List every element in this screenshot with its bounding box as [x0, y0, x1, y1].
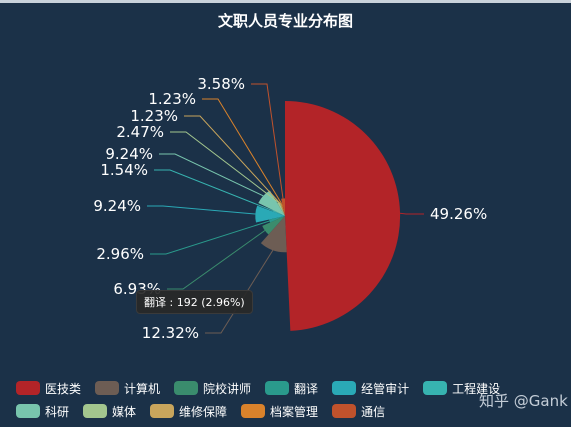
legend-swatch: [174, 381, 199, 395]
legend-item-6[interactable]: 科研: [16, 402, 69, 420]
label-line-7: [170, 131, 279, 203]
slice-label-0: 49.26%: [430, 205, 487, 223]
rose-pie-chart: 49.26%12.32%6.93%2.96%9.24%1.54%9.24%2.4…: [93, 75, 487, 342]
legend-label: 档案管理: [270, 404, 319, 419]
legend-swatch: [332, 404, 357, 418]
legend-label: 科研: [45, 404, 70, 419]
legend-swatch: [423, 381, 448, 395]
pie-slice-9[interactable]: [281, 203, 285, 216]
pie-slice-10[interactable]: [281, 198, 285, 216]
pie-slice-7[interactable]: [277, 201, 285, 216]
slice-label-6: 9.24%: [105, 145, 153, 163]
slice-label-9: 1.23%: [148, 90, 196, 108]
label-line-5: [154, 169, 273, 212]
legend-label: 工程建设: [452, 381, 501, 396]
legend-item-1[interactable]: 计算机: [95, 379, 160, 397]
slice-label-5: 1.54%: [100, 161, 148, 179]
slice-label-4: 9.24%: [93, 197, 141, 215]
label-line-4: [147, 205, 256, 215]
pie-slice-3[interactable]: [269, 216, 285, 223]
legend-label: 媒体: [112, 404, 137, 419]
legend-label: 通信: [361, 404, 386, 419]
legend-swatch: [332, 381, 357, 395]
legend-swatch: [150, 404, 175, 418]
pie-slice-2[interactable]: [262, 216, 285, 235]
pie-slice-6[interactable]: [258, 190, 285, 216]
watermark-text: 知乎 @Gank: [479, 392, 568, 410]
legend: 医技类 计算机 院校讲师 翻译 经管审计 工程建设科研 媒体 维修保障 档案管理 通信: [16, 379, 561, 420]
label-line-1: [205, 249, 274, 334]
chart-title: 文职人员专业分布图: [217, 12, 353, 30]
legend-swatch: [95, 381, 120, 395]
legend-item-4[interactable]: 经管审计: [332, 379, 409, 397]
legend-swatch: [265, 381, 290, 395]
legend-item-0[interactable]: 医技类: [16, 379, 81, 397]
legend-item-5[interactable]: 工程建设: [423, 379, 500, 397]
slice-label-7: 2.47%: [116, 123, 164, 141]
slice-label-10: 3.58%: [197, 75, 245, 93]
legend-label: 翻译: [294, 381, 319, 396]
pie-slice-4[interactable]: [255, 205, 285, 223]
label-line-6: [159, 153, 264, 197]
legend-item-10[interactable]: 通信: [332, 402, 385, 420]
legend-label: 医技类: [45, 381, 82, 396]
label-line-0: [399, 212, 424, 215]
label-line-8: [184, 115, 282, 205]
label-line-2: [167, 230, 266, 290]
legend-swatch: [16, 404, 40, 418]
label-line-10: [251, 83, 284, 199]
slice-label-3: 2.96%: [96, 245, 144, 263]
legend-item-9[interactable]: 档案管理: [241, 402, 318, 420]
legend-item-8[interactable]: 维修保障: [150, 402, 227, 420]
label-line-3: [150, 220, 270, 255]
slice-label-8: 1.23%: [130, 107, 178, 125]
tooltip: 翻译 : 192 (2.96%): [136, 290, 253, 314]
slice-label-1: 12.32%: [142, 324, 199, 342]
legend-label: 院校讲师: [203, 381, 252, 396]
legend-label: 维修保障: [179, 404, 228, 419]
pie-slice-1[interactable]: [260, 216, 287, 253]
legend-item-7[interactable]: 媒体: [83, 402, 136, 420]
pie-slice-0[interactable]: [285, 100, 401, 331]
label-line-9: [202, 98, 283, 205]
legend-item-3[interactable]: 翻译: [265, 379, 318, 397]
legend-swatch: [83, 404, 108, 418]
legend-item-2[interactable]: 院校讲师: [174, 379, 251, 397]
legend-label: 经管审计: [361, 381, 410, 396]
pie-slice-5[interactable]: [272, 210, 285, 216]
pie-slice-8[interactable]: [280, 203, 285, 216]
legend-swatch: [241, 404, 266, 418]
legend-label: 计算机: [124, 381, 161, 396]
legend-swatch: [16, 381, 40, 395]
